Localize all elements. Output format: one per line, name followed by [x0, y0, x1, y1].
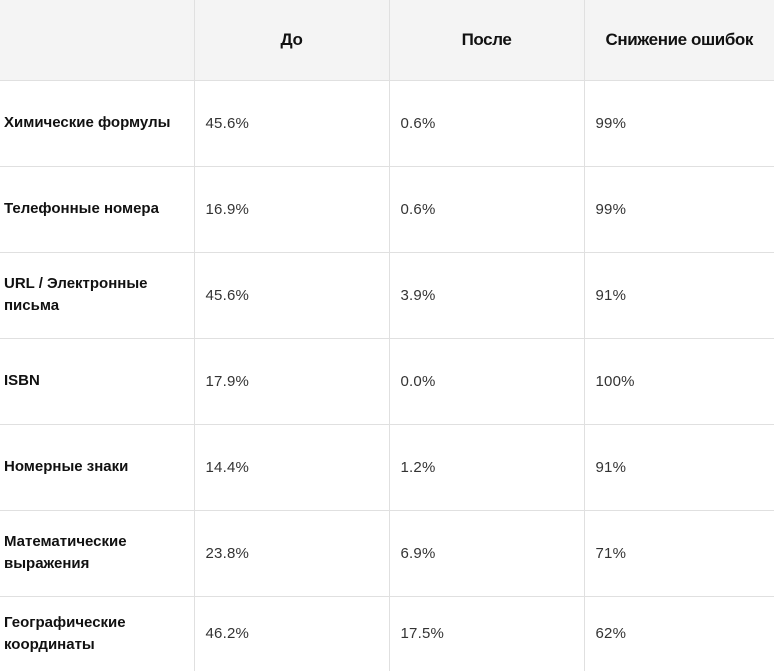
table-row: Математические выражения 23.8% 6.9% 71% [0, 510, 774, 597]
row-label: Телефонные номера [0, 166, 194, 253]
header-after: После [388, 0, 584, 81]
after-value: 6.9% [388, 510, 584, 597]
table-row: Номерные знаки 14.4% 1.2% 91% [0, 424, 774, 511]
after-value: 0.0% [388, 338, 584, 425]
row-label: URL / Электронные письма [0, 252, 194, 339]
after-value: 0.6% [388, 166, 584, 253]
before-value: 45.6% [193, 252, 389, 339]
reduction-value: 91% [583, 424, 774, 511]
row-label: Географические координаты [4, 613, 126, 653]
table-row: Химические формулы 45.6% 0.6% 99% [0, 80, 774, 167]
reduction-value: 99% [583, 166, 774, 253]
before-value: 45.6% [193, 80, 389, 167]
table-row: ISBN 17.9% 0.0% 100% [0, 338, 774, 425]
after-value: 1.2% [388, 424, 584, 511]
reduction-value: 99% [583, 80, 774, 167]
before-value: 17.9% [193, 338, 389, 425]
before-value: 14.4% [193, 424, 389, 511]
header-error-reduction: Снижение ошибок [583, 0, 774, 81]
row-label: ISBN [0, 338, 194, 425]
table-row: Телефонные номера 16.9% 0.6% 99% [0, 166, 774, 253]
row-label: Номерные знаки [0, 424, 194, 511]
reduction-value: 62% [583, 596, 774, 671]
after-value: 3.9% [388, 252, 584, 339]
header-row: До После Снижение ошибок [0, 0, 774, 81]
table-row: Географические координаты 46.2% 17.5% 62… [0, 596, 774, 671]
row-label: Математические выражения [0, 510, 194, 597]
reduction-value: 91% [583, 252, 774, 339]
table-body: Химические формулы 45.6% 0.6% 99% Телефо… [0, 80, 774, 671]
header-empty-cell [0, 0, 194, 81]
after-value: 17.5% [388, 596, 584, 671]
before-value: 16.9% [193, 166, 389, 253]
header-before: До [193, 0, 389, 81]
table-header: До После Снижение ошибок [0, 0, 774, 81]
after-value: 0.6% [388, 80, 584, 167]
before-value: 46.2% [193, 596, 389, 671]
reduction-value: 71% [583, 510, 774, 597]
table-row: URL / Электронные письма 45.6% 3.9% 91% [0, 252, 774, 339]
before-value: 23.8% [193, 510, 389, 597]
row-label: Химические формулы [0, 80, 194, 167]
reduction-value: 100% [583, 338, 774, 425]
